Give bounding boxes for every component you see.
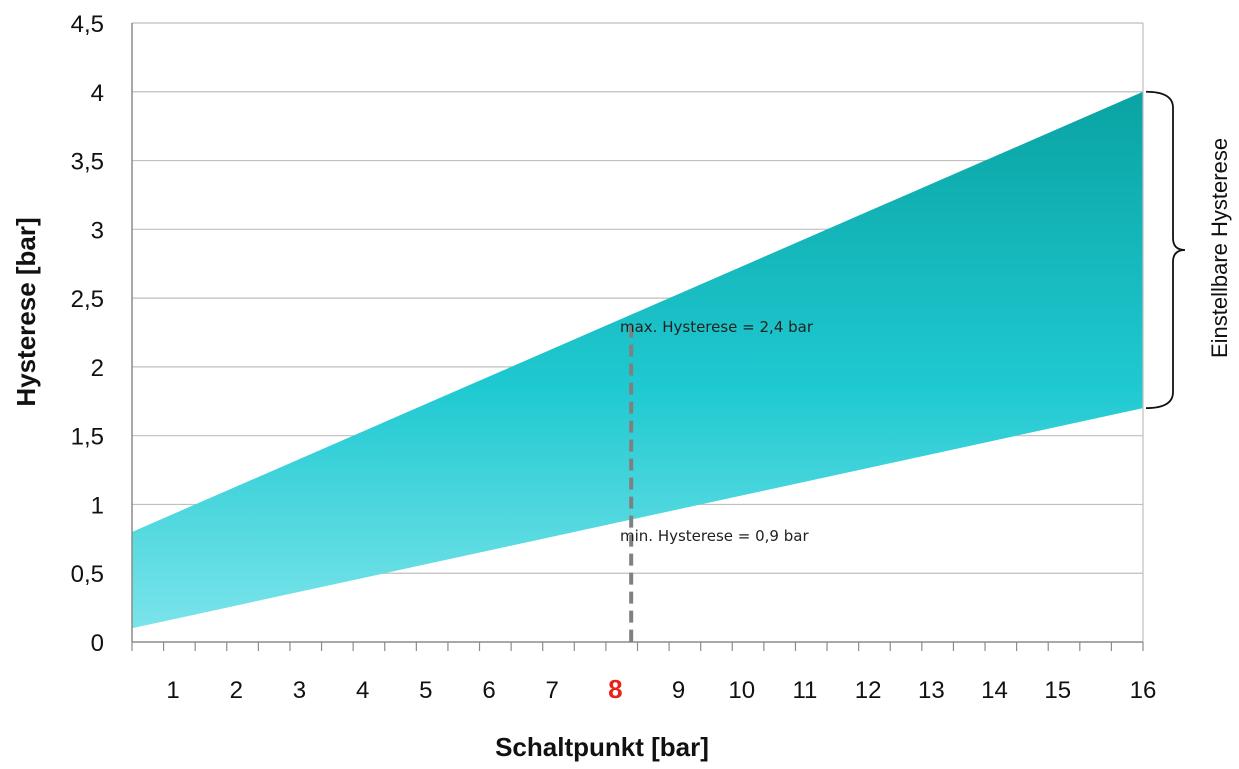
adjustable-range-bracket [1145,90,1186,410]
x-tick-label: 15 [1044,677,1071,704]
hysteresis-band [132,91,1143,629]
x-tick-label: 9 [672,677,685,704]
x-tick-label: 16 [1130,677,1157,704]
y-tick-label: 1 [91,492,104,519]
y-tick-label: 4 [91,80,104,107]
x-tick-label: 11 [792,677,817,704]
y-tick-label: 3,5 [71,149,104,176]
x-tick-label: 6 [482,677,495,704]
x-tick-label: 5 [419,677,432,704]
y-tick-label: 0 [91,630,104,657]
y-axis-title: Hysterese [bar] [11,217,41,406]
y-tick-label: 1,5 [71,424,104,451]
x-tick-label: 4 [356,677,369,704]
y-tick-label: 2 [91,355,104,382]
x-tick-label: 14 [981,677,1008,704]
x-tick-label: 13 [918,677,945,704]
axes [131,23,1144,651]
x-tick-labels: 1 2 3 4 5 6 7 8 9 10 11 12 13 14 15 16 [166,674,1156,704]
min-hysteresis-annotation: min. Hysterese = 0,9 bar [620,527,809,545]
x-tick-label: 12 [855,677,882,704]
x-tick-label: 10 [728,677,755,704]
y-tick-label: 2,5 [71,286,104,313]
x-tick-label: 1 [166,677,179,704]
x-tick-label: 7 [546,677,559,704]
y-tick-label: 3 [91,217,104,244]
y-tick-label: 0,5 [71,561,104,588]
x-tick-label: 3 [293,677,306,704]
x-axis-title: Schaltpunkt [bar] [495,732,709,762]
y-tick-label: 4,5 [71,11,104,38]
x-tick-label-highlight: 8 [608,674,622,704]
x-tick-label: 2 [230,677,243,704]
adjustable-hysteresis-label: Einstellbare Hysterese [1207,138,1232,358]
max-hysteresis-annotation: max. Hysterese = 2,4 bar [620,318,814,336]
y-tick-labels: 0 0,5 1 1,5 2 2,5 3 3,5 4 4,5 [71,11,104,657]
